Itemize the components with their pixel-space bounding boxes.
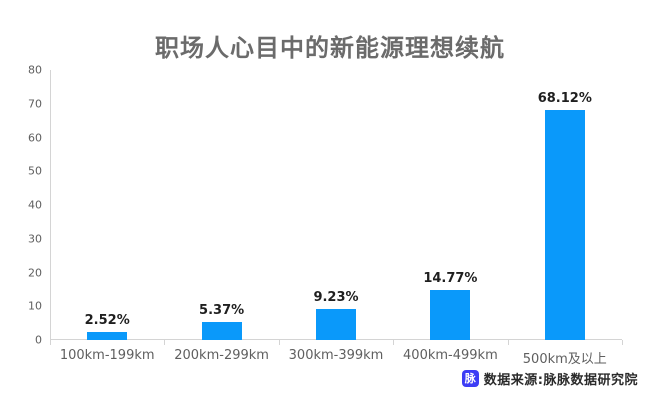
y-axis-tick-label: 70 (28, 97, 42, 111)
y-axis-line (50, 70, 51, 340)
chart-title: 职场人心目中的新能源理想续航 (155, 34, 505, 62)
data-source-text: 数据来源:脉脉数据研究院 (483, 373, 638, 388)
x-axis-tick (393, 340, 395, 345)
y-axis-tick-label: 30 (28, 232, 42, 246)
bar-500km及以上: 68.12% (538, 91, 592, 340)
y-axis-tick-label: 0 (35, 333, 42, 347)
x-axis-category-label: 500km及以上 (522, 352, 607, 367)
y-axis-tick-label: 10 (28, 299, 42, 313)
x-axis-category-label: 200km-299km (174, 348, 269, 363)
bar-value-label: 14.77% (423, 271, 478, 287)
x-axis-category-label: 100km-199km (59, 348, 155, 363)
y-axis-tick-label: 50 (28, 164, 42, 178)
x-axis-category-label: 400km-499km (403, 348, 498, 363)
y-axis-tick-label: 40 (28, 198, 42, 212)
y-axis-tick-label: 80 (28, 63, 42, 77)
x-axis-tick (507, 340, 509, 345)
x-axis-tick (622, 340, 623, 345)
x-axis-tick (278, 340, 280, 345)
maimai-logo-icon: 脉 (461, 370, 479, 387)
bar-value-label: 2.52% (84, 312, 130, 328)
bar-400km-499km: 14.77% (423, 271, 477, 340)
bar-200km-299km: 5.37% (199, 303, 244, 340)
bar-value-label: 68.12% (537, 91, 592, 107)
x-axis-category-label: 300km-399km (288, 348, 384, 363)
plot-area: 0 10 20 30 40 50 60 70 80 2.52% 100km-199km 5.37% 20… (28, 64, 623, 367)
bar-100km-199km: 2.52% (85, 313, 130, 340)
y-axis-tick-label: 60 (28, 131, 42, 144)
bar-300km-399km: 9.23% (313, 290, 359, 340)
x-axis-tick (50, 340, 51, 345)
bar-value-label: 5.37% (199, 302, 245, 318)
x-axis-tick (164, 340, 166, 345)
data-source-attribution: 脉 数据来源:脉脉数据研究院 (461, 369, 638, 388)
bar-value-label: 9.23% (313, 289, 359, 305)
y-axis-tick-label: 20 (28, 266, 42, 279)
